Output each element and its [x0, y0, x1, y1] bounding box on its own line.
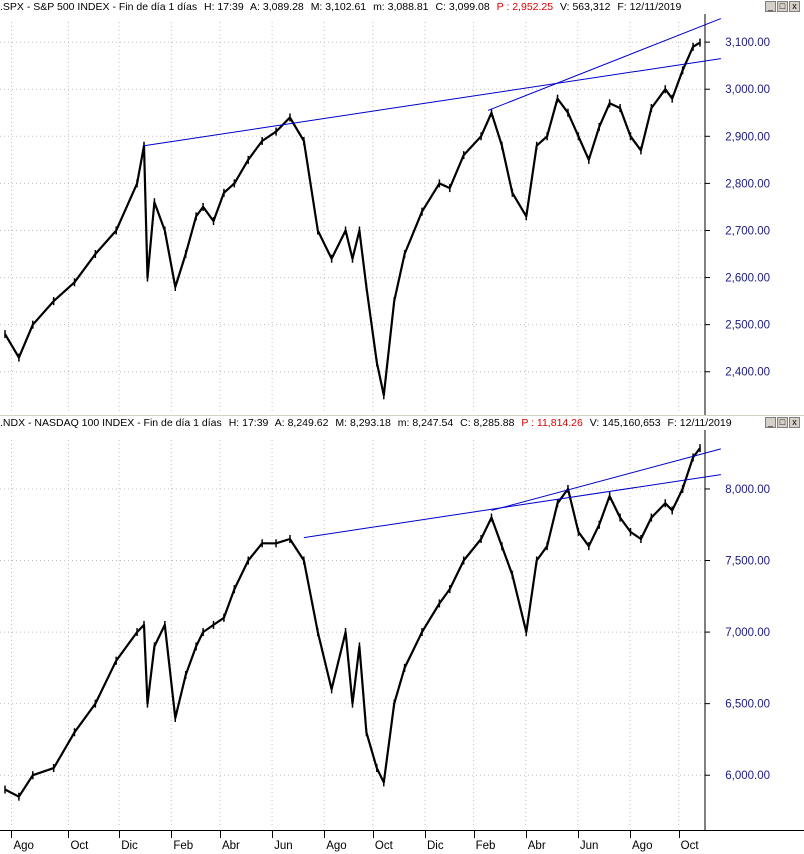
- spx-close-button[interactable]: x: [789, 1, 800, 12]
- month-label: Ago: [632, 840, 653, 852]
- ndx-maximize-button[interactable]: □: [777, 417, 788, 428]
- ndx-ytick-label: 7,000.00: [725, 627, 770, 639]
- spx-header-c: C: 3,099.08: [435, 1, 490, 13]
- month-tick: [577, 831, 579, 838]
- date-axis: Ago Oct Dic Feb Abr Jun Ago Oct Dic Feb Abr Jun Ago O…: [0, 830, 804, 854]
- month-label: Oct: [680, 840, 699, 852]
- month-tick: [119, 831, 121, 838]
- spx-ytick-label: 2,500.00: [725, 320, 770, 332]
- month-label: Ago: [13, 840, 34, 852]
- spx-header-mn: m: 3,088.81: [373, 1, 429, 13]
- spx-ytick-label: 3,000.00: [725, 84, 770, 96]
- ndx-trendline-1: [491, 448, 721, 511]
- ndx-ytick-label: 6,500.00: [725, 699, 770, 711]
- month-tick: [171, 831, 173, 838]
- month-tick: [219, 831, 221, 838]
- month-label: Jun: [579, 840, 599, 852]
- month-tick: [324, 831, 326, 838]
- ndx-ytick-label: 8,000.00: [725, 484, 770, 496]
- ndx-close-button[interactable]: x: [789, 417, 800, 428]
- spx-chart-svg[interactable]: 2,400.00 2,500.00 2,600.00 2,700.00 2,800.00…: [0, 0, 804, 415]
- month-tick: [11, 831, 13, 838]
- spx-ytick-label: 2,800.00: [725, 178, 770, 190]
- spx-header: .SPX - S&P 500 INDEX - Fin de día 1 días…: [0, 0, 804, 14]
- spx-ytick-label: 3,100.00: [725, 37, 770, 49]
- spx-ytick-label: 2,900.00: [725, 131, 770, 143]
- month-tick: [473, 831, 475, 838]
- month-tick: [425, 831, 426, 838]
- ndx-chart-panel[interactable]: 6,000.00 6,500.00 7,000.00 7,500.00 8,000.00…: [0, 416, 804, 830]
- spx-ytick-label: 2,600.00: [725, 273, 770, 285]
- spx-trendline-1: [487, 18, 722, 111]
- month-label: Feb: [173, 840, 194, 852]
- spx-header-m: M: 3,102.61: [310, 1, 367, 13]
- month-label: Dic: [427, 840, 444, 852]
- month-tick: [525, 831, 527, 838]
- spx-ytick-label: 2,700.00: [725, 225, 770, 237]
- ndx-header-mn: m: 8,247.54: [397, 417, 454, 429]
- ndx-header-f: F: 12/11/2019: [667, 417, 732, 429]
- spx-maximize-button[interactable]: □: [777, 1, 788, 12]
- spx-header-p: P : 2,952.25: [496, 1, 554, 13]
- month-tick: [372, 831, 374, 838]
- ndx-trendline-0: [303, 474, 721, 539]
- ndx-header-a: A: 8,249.62: [274, 417, 329, 429]
- ndx-header-m: M: 8,293.18: [335, 417, 391, 429]
- spx-header-f: F: 12/11/2019: [617, 1, 682, 13]
- month-label: Dic: [121, 840, 138, 852]
- spx-ytick-label: 2,400.00: [725, 367, 770, 379]
- ndx-header-h: H: 17:39: [228, 417, 269, 429]
- spx-header-h: H: 17:39: [204, 1, 244, 13]
- spx-chart-panel[interactable]: 2,400.00 2,500.00 2,600.00 2,700.00 2,800.00…: [0, 0, 804, 415]
- ndx-header: .NDX - NASDAQ 100 INDEX - Fin de día 1 d…: [0, 416, 804, 430]
- month-label: Jun: [274, 840, 293, 852]
- month-tick: [272, 831, 274, 838]
- month-label: Abr: [527, 840, 546, 852]
- ndx-price-line: [4, 447, 701, 798]
- month-label: Oct: [70, 840, 89, 852]
- month-label: Abr: [221, 840, 240, 852]
- ndx-chart-svg[interactable]: 6,000.00 6,500.00 7,000.00 7,500.00 8,000.00: [0, 416, 804, 830]
- spx-header-a: A: 3,089.28: [250, 1, 304, 13]
- month-tick: [68, 831, 70, 838]
- spx-header-v: V: 563,312: [560, 1, 611, 13]
- spx-trendline-0: [143, 58, 721, 147]
- ndx-header-name: .NDX - NASDAQ 100 INDEX - Fin de día 1 d…: [0, 417, 222, 429]
- month-tick: [678, 831, 680, 838]
- month-label: Ago: [326, 840, 347, 852]
- month-tick: [630, 831, 632, 838]
- ndx-ytick-label: 6,000.00: [725, 770, 770, 782]
- month-label: Oct: [374, 840, 393, 852]
- spx-minimize-button[interactable]: _: [765, 1, 776, 12]
- spx-header-name: .SPX - S&P 500 INDEX - Fin de día 1 días: [0, 1, 198, 13]
- month-label: Feb: [475, 840, 496, 852]
- ndx-ytick-label: 7,500.00: [725, 556, 770, 568]
- ndx-header-v: V: 145,160,653: [589, 417, 661, 429]
- ndx-header-p: P : 11,814.26: [521, 417, 583, 429]
- ndx-header-c: C: 8,285.88: [460, 417, 515, 429]
- ndx-minimize-button[interactable]: _: [765, 417, 776, 428]
- spx-price-line: [4, 41, 701, 397]
